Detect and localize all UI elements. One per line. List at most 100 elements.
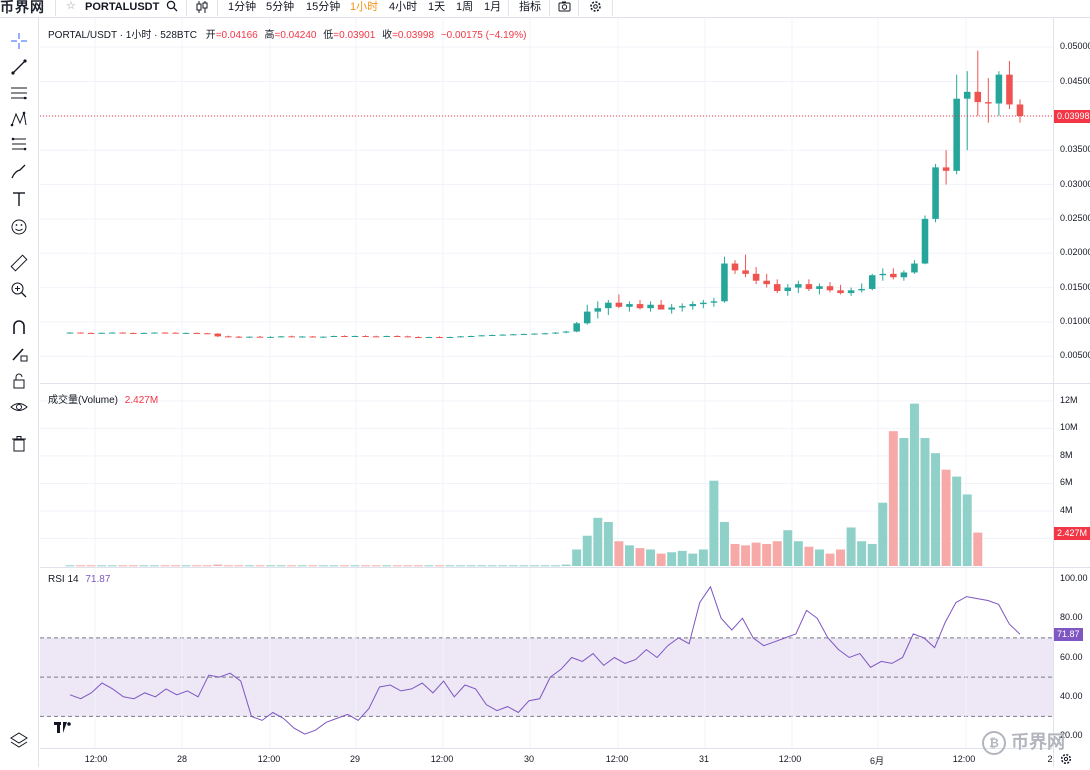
rsi-pane[interactable] (40, 568, 1053, 748)
rsi-chart[interactable] (40, 568, 1053, 748)
toolbar-divider (55, 0, 56, 16)
symbol-name[interactable]: PORTALUSDT (85, 1, 160, 13)
pane-divider[interactable] (40, 567, 1090, 568)
rsi-axis-label: 100.00 (1060, 572, 1088, 583)
rsi-legend-value: 71.87 (85, 574, 111, 585)
volume-bar (76, 565, 86, 567)
legend-title: PORTAL/USDT · 1小时 · 528BTC (48, 30, 197, 41)
ruler-icon[interactable] (8, 252, 30, 274)
interval-1mo[interactable]: 1月 (484, 1, 502, 13)
legend-high: =0.04240 (274, 30, 317, 41)
volume-bar (814, 549, 824, 566)
candle-body (615, 302, 623, 307)
trend-line-icon[interactable] (8, 56, 30, 78)
time-axis[interactable] (40, 748, 1053, 768)
time-axis-label: 12:00 (84, 754, 108, 764)
time-axis-label: 30 (523, 754, 535, 764)
pane-divider[interactable] (40, 383, 1090, 384)
tradingview-logo[interactable] (54, 722, 72, 737)
volume-bar (561, 564, 571, 566)
top-toolbar: 币界网 ☆ PORTALUSDT 1分钟 5分钟 15分钟 1小时 4小时 1天… (0, 0, 1090, 18)
volume-bar (878, 502, 888, 566)
time-axis-label: 12:00 (257, 754, 281, 764)
volume-axis[interactable] (1053, 384, 1090, 567)
candle-body (277, 336, 285, 338)
interval-15m[interactable]: 15分钟 (306, 1, 341, 13)
candle-body (383, 336, 390, 337)
volume-bar (698, 549, 708, 566)
candle-body (942, 167, 950, 171)
emoji-icon[interactable] (8, 216, 30, 238)
magnet-icon[interactable] (8, 316, 30, 338)
candle-body (193, 332, 200, 334)
time-axis-label: 12:00 (605, 754, 629, 764)
price-axis-label: 0.00500 (1060, 350, 1090, 361)
candle-body (341, 336, 348, 337)
price-axis[interactable] (1053, 18, 1090, 383)
volume-bar (139, 565, 149, 567)
interval-1m[interactable]: 1分钟 (228, 1, 257, 13)
price-axis-label: 0.03500 (1060, 144, 1090, 155)
interval-1h[interactable]: 1小时 (350, 1, 379, 13)
settings-gear-icon[interactable] (1060, 752, 1072, 770)
volume-chart[interactable] (40, 384, 1053, 567)
candle-body (858, 288, 865, 291)
candle-body (995, 74, 1003, 104)
volume-bar (477, 565, 487, 567)
pencil-lock-icon[interactable] (8, 343, 30, 365)
rsi-axis-label: 20.00 (1060, 730, 1083, 741)
horizontal-lines-icon[interactable] (8, 82, 30, 104)
candle-body (267, 336, 274, 338)
candle-body (752, 273, 760, 281)
star-icon[interactable]: ☆ (66, 0, 76, 12)
volume-bar (65, 565, 75, 567)
volume-bar (941, 469, 951, 566)
crosshair-icon[interactable] (8, 30, 30, 52)
volume-bar (909, 403, 919, 566)
candlestick-chart[interactable] (40, 18, 1053, 382)
trash-icon[interactable] (8, 433, 30, 455)
volume-bar (551, 565, 561, 567)
last-volume-label: 2.427M (1054, 526, 1090, 540)
layers-icon[interactable] (8, 729, 30, 751)
volume-bar (867, 543, 877, 566)
candle-body (1006, 74, 1013, 105)
candle-body (330, 336, 338, 337)
volume-pane[interactable] (40, 384, 1053, 567)
time-axis-label: 12:00 (952, 754, 976, 764)
candle-body (256, 336, 264, 338)
price-pane[interactable] (40, 18, 1053, 382)
volume-bar (392, 565, 402, 567)
pattern-icon[interactable] (8, 108, 30, 130)
eye-icon[interactable] (8, 396, 30, 418)
candle-body (172, 332, 179, 334)
rsi-axis[interactable] (1053, 568, 1090, 767)
candle-type-icon[interactable] (196, 0, 208, 16)
interval-5m[interactable]: 5分钟 (266, 1, 295, 13)
volume-bar (857, 541, 867, 566)
candle-body (911, 263, 918, 273)
zoom-in-icon[interactable] (8, 279, 30, 301)
volume-bar (181, 565, 191, 567)
fib-levels-icon[interactable] (8, 134, 30, 156)
brush-icon[interactable] (8, 160, 30, 182)
camera-icon[interactable] (558, 0, 571, 16)
lock-icon[interactable] (8, 370, 30, 392)
volume-legend: 成交量(Volume) 2.427M (48, 391, 158, 406)
time-axis-label: 6月 (869, 756, 885, 766)
candle-body (826, 286, 834, 291)
settings-gear-icon[interactable] (589, 0, 602, 16)
interval-4h[interactable]: 4小时 (389, 1, 418, 13)
volume-axis-label: 4M (1060, 504, 1073, 515)
candle-body (700, 302, 707, 305)
text-icon[interactable] (8, 188, 30, 210)
legend-open: =0.04166 (215, 30, 258, 41)
volume-bar (656, 553, 666, 566)
candle-body (77, 332, 84, 334)
interval-1d[interactable]: 1天 (428, 1, 446, 13)
indicators-button[interactable]: 指标 (519, 1, 541, 13)
candle-body (710, 301, 718, 303)
search-icon[interactable] (166, 0, 178, 16)
candle-body (963, 91, 971, 99)
interval-1w[interactable]: 1周 (456, 1, 474, 13)
